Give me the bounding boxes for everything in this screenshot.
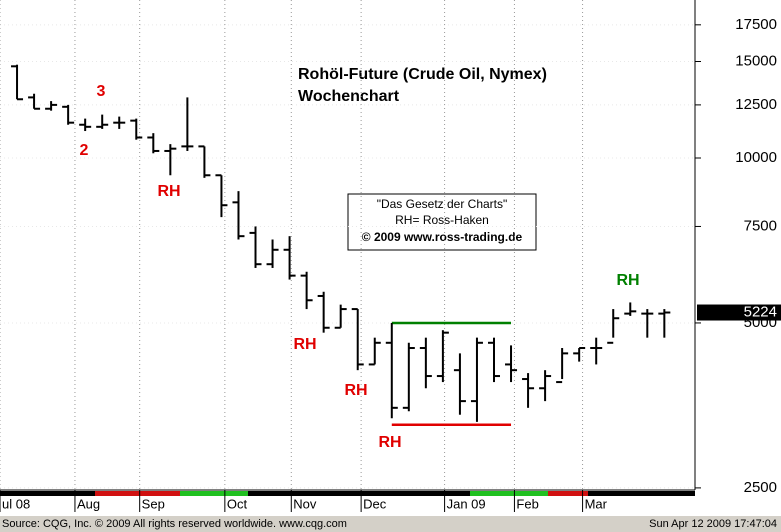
x-tick-label: Aug bbox=[77, 496, 100, 511]
annotation: RH bbox=[157, 183, 180, 200]
last-price-label: 5224 bbox=[744, 303, 777, 320]
x-tick-label: Mar bbox=[585, 496, 608, 511]
annotation: 3 bbox=[97, 83, 106, 100]
chart-title: Rohöl-Future (Crude Oil, Nymex) bbox=[298, 66, 547, 83]
x-tick-label: Feb bbox=[516, 496, 538, 511]
info-line: © 2009 www.ross-trading.de bbox=[362, 230, 523, 244]
y-tick-label: 15000 bbox=[735, 52, 777, 69]
month-strip-green bbox=[470, 491, 548, 496]
source: Source: CQG, Inc. © 2009 All rights rese… bbox=[2, 518, 347, 530]
info-box bbox=[347, 193, 537, 251]
y-tick-label: 12500 bbox=[735, 96, 777, 113]
month-strip-red bbox=[95, 491, 180, 496]
annotation: 2 bbox=[80, 142, 89, 159]
x-tick-label: ul 08 bbox=[2, 496, 30, 511]
y-tick-label: 17500 bbox=[735, 16, 777, 33]
x-tick-label: Jan 09 bbox=[447, 496, 486, 511]
chart-subtitle: Wochenchart bbox=[298, 88, 400, 105]
y-tick-label: 7500 bbox=[744, 217, 777, 234]
annotation: RH bbox=[293, 336, 316, 353]
info-line: RH= Ross-Haken bbox=[395, 213, 489, 227]
footer-bar bbox=[0, 516, 781, 532]
x-tick-label: Nov bbox=[293, 496, 317, 511]
y-tick-label: 2500 bbox=[744, 479, 777, 496]
info-line: "Das Gesetz der Charts" bbox=[377, 197, 508, 211]
month-strip bbox=[0, 491, 695, 496]
annotation: RH bbox=[378, 434, 401, 451]
timestamp: Sun Apr 12 2009 17:47:04 bbox=[649, 518, 777, 530]
month-strip-red bbox=[548, 491, 588, 496]
x-tick-label: Dec bbox=[363, 496, 387, 511]
annotation: RH bbox=[616, 272, 639, 289]
month-strip-green bbox=[180, 491, 248, 496]
annotation: RH bbox=[344, 382, 367, 399]
y-tick-label: 10000 bbox=[735, 149, 777, 166]
x-tick-label: Sep bbox=[142, 496, 165, 511]
last-price-box bbox=[697, 304, 781, 321]
x-tick-label: Oct bbox=[227, 496, 248, 511]
